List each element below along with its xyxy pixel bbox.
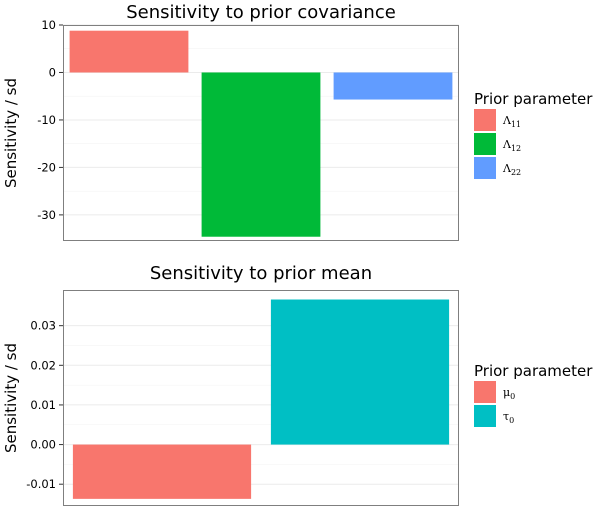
- bar-Λ11: [69, 30, 189, 73]
- y-tick-label: 0: [49, 65, 56, 79]
- legend-entry-label: Λ11: [502, 114, 521, 129]
- legend-entry-label: μ0: [503, 386, 515, 401]
- legend-title: Prior parameter: [474, 362, 593, 380]
- bar-Λ22: [333, 72, 453, 100]
- y-tick-label: -20: [37, 160, 56, 174]
- chart-panel-1: 10 0 -10 -20 -30 Sensitivity to prior covaria…: [2, 2, 593, 241]
- chart-title: Sensitivity to prior mean: [150, 263, 372, 284]
- legend-key-swatch: [473, 132, 497, 156]
- bar-τ0: [270, 299, 450, 445]
- bar-Λ12: [201, 72, 321, 237]
- legend-entry-label: Λ12: [502, 138, 521, 153]
- bar-μ0: [72, 444, 252, 499]
- y-tick-label: 0.02: [30, 358, 56, 372]
- y-tick-label: 0.03: [30, 319, 56, 333]
- y-tick-label: 0.00: [30, 438, 56, 452]
- legend-entry-label: Λ22: [502, 162, 521, 177]
- y-tick-label: -10: [37, 113, 56, 127]
- chart-panel-2: 0.03 0.02 0.01 0.00 -0.01 Sensitivity to prio…: [2, 263, 593, 506]
- legend-title: Prior parameter: [474, 90, 593, 108]
- y-axis-label: Sensitivity / sd: [2, 343, 20, 453]
- y-tick-label: 10: [41, 18, 56, 32]
- legend-entry-label: τ0: [503, 410, 514, 425]
- legend-key-swatch: [473, 156, 497, 180]
- legend-key-swatch: [473, 380, 497, 404]
- legend-key-swatch: [473, 404, 497, 428]
- y-tick-label: 0.01: [30, 398, 56, 412]
- legend-key-swatch: [473, 108, 497, 132]
- chart-title: Sensitivity to prior covariance: [126, 2, 396, 23]
- panel-border: [63, 25, 459, 241]
- legend: Prior parameter μ0 τ0: [473, 362, 593, 428]
- legend: Prior parameter Λ11 Λ12 Λ22: [473, 90, 593, 180]
- y-tick-label: -0.01: [26, 477, 56, 491]
- y-axis-label: Sensitivity / sd: [2, 78, 20, 188]
- y-tick-label: -30: [37, 208, 56, 222]
